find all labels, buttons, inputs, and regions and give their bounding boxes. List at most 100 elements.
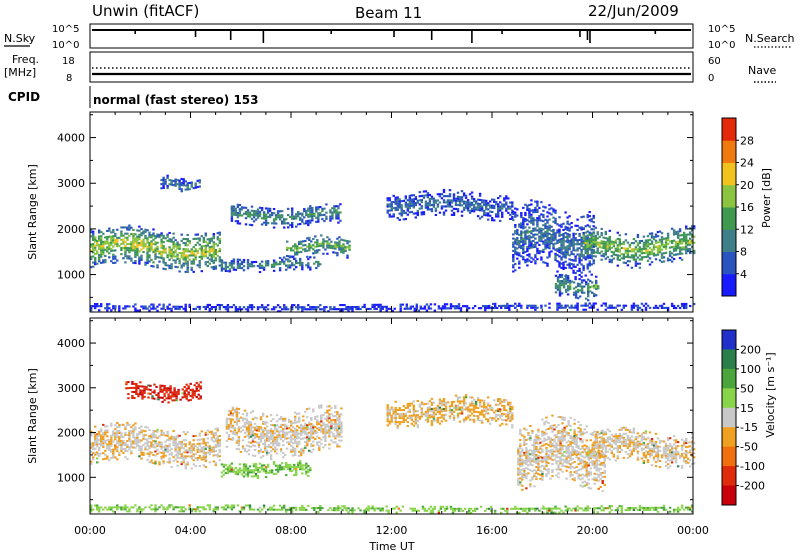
heatmap-cell (388, 408, 391, 411)
heatmap-cell (98, 229, 101, 232)
heatmap-cell (290, 428, 293, 431)
heatmap-cell (146, 239, 149, 242)
heatmap-cell (249, 433, 253, 436)
heatmap-cell (392, 215, 395, 218)
heatmap-cell (408, 205, 412, 208)
heatmap-cell (238, 208, 242, 211)
heatmap-cell (208, 451, 212, 454)
heatmap-cell (281, 220, 284, 223)
heatmap-cell (142, 305, 145, 308)
heatmap-cell (270, 308, 274, 311)
heatmap-cell (184, 463, 187, 466)
heatmap-cell (282, 452, 285, 455)
heatmap-cell (273, 448, 277, 451)
heatmap-cell (151, 391, 154, 394)
heatmap-cell (204, 305, 208, 308)
heatmap-cell (418, 207, 422, 210)
heatmap-cell (344, 239, 347, 242)
heatmap-cell (92, 265, 95, 268)
heatmap-cell (600, 254, 603, 257)
heatmap-cell (148, 235, 151, 238)
heatmap-cell (518, 240, 521, 243)
heatmap-cell (658, 238, 662, 241)
heatmap-cell (218, 233, 222, 236)
heatmap-cell (266, 262, 270, 265)
heatmap-cell (104, 236, 107, 239)
heatmap-cell (516, 230, 519, 233)
heatmap-cell (241, 425, 245, 428)
heatmap-cell (281, 468, 284, 471)
heatmap-cell (568, 266, 571, 269)
heatmap-cell (136, 245, 139, 248)
heatmap-cell (578, 255, 581, 258)
heatmap-cell (386, 416, 389, 419)
heatmap-cell (287, 258, 290, 261)
heatmap-cell (114, 249, 117, 252)
heatmap-cell (148, 445, 151, 448)
heatmap-cell (216, 435, 220, 438)
heatmap-cell (644, 302, 648, 305)
heatmap-cell (622, 306, 626, 309)
heatmap-cell (568, 306, 571, 309)
heatmap-cell (546, 256, 549, 259)
heatmap-cell (278, 210, 282, 213)
heatmap-cell (564, 274, 568, 277)
heatmap-cell (190, 467, 193, 470)
heatmap-cell (415, 303, 419, 306)
heatmap-cell (184, 467, 187, 470)
heatmap-cell (572, 263, 575, 266)
heatmap-cell (292, 434, 295, 437)
heatmap-cell (335, 213, 338, 216)
heatmap-cell (282, 419, 285, 422)
heatmap-cell (230, 262, 234, 265)
heatmap-cell (412, 406, 416, 409)
heatmap-cell (312, 432, 315, 435)
heatmap-cell (311, 209, 314, 212)
heatmap-cell (402, 421, 406, 424)
heatmap-cell (172, 251, 175, 254)
heatmap-cell (558, 263, 561, 266)
heatmap-cell (210, 450, 214, 453)
heatmap-cell (293, 465, 296, 468)
heatmap-cell (186, 240, 189, 243)
heatmap-cell (172, 305, 175, 308)
heatmap-cell (131, 397, 134, 399)
heatmap-cell (499, 209, 502, 212)
heatmap-cell (200, 438, 204, 441)
heatmap-cell (168, 437, 171, 440)
heatmap-cell (578, 232, 581, 235)
heatmap-cell (670, 260, 674, 263)
heatmap-cell (438, 211, 442, 214)
heatmap-cell (693, 303, 696, 306)
heatmap-cell (92, 444, 95, 447)
heatmap-cell (554, 236, 557, 239)
heatmap-cell (310, 244, 313, 247)
heatmap-cell (196, 438, 199, 441)
heatmap-cell (287, 260, 290, 263)
heatmap-cell (464, 205, 468, 208)
heatmap-cell (501, 203, 504, 206)
heatmap-cell (371, 303, 374, 306)
heatmap-cell (185, 393, 188, 396)
heatmap-cell (570, 238, 573, 241)
heatmap-cell (404, 197, 408, 200)
heatmap-cell (154, 253, 157, 256)
heatmap-cell (687, 243, 690, 246)
heatmap-cell (470, 197, 474, 200)
heatmap-cell (240, 469, 244, 472)
heatmap-cell (610, 304, 614, 307)
heatmap-cell (396, 409, 399, 411)
heatmap-cell (138, 445, 141, 448)
heatmap-cell (170, 309, 173, 312)
heatmap-cell (328, 413, 331, 416)
heatmap-cell (628, 260, 632, 263)
heatmap-cell (303, 306, 306, 309)
heatmap-cell (134, 251, 137, 254)
heatmap-cell (122, 448, 125, 450)
heatmap-cell (542, 209, 545, 212)
heatmap-cell (526, 229, 529, 232)
heatmap-cell (131, 382, 134, 385)
heatmap-cell (150, 441, 153, 444)
heatmap-cell (328, 415, 331, 418)
heatmap-cell (90, 444, 93, 447)
